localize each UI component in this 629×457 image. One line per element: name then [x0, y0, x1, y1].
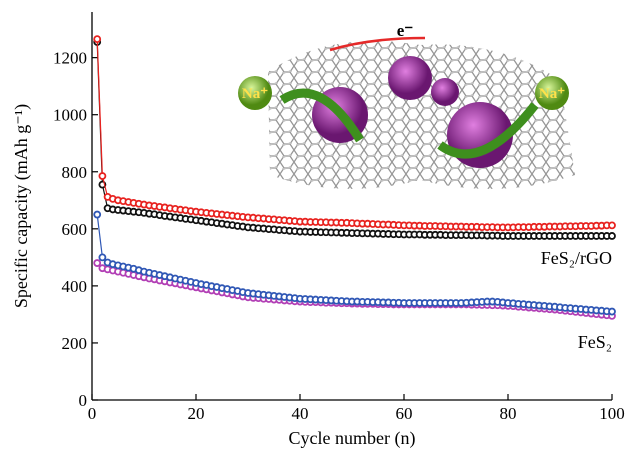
- data-point: [608, 307, 616, 316]
- x-tick-label: 0: [88, 404, 97, 423]
- data-point: [98, 253, 107, 262]
- annotation: FeS₂/rGO: [541, 248, 612, 268]
- y-tick-label: 200: [62, 334, 88, 353]
- y-tick-label: 600: [62, 220, 88, 239]
- annotation: FeS₂: [578, 332, 612, 352]
- x-tick-label: 20: [188, 404, 205, 423]
- y-tick-label: 1200: [53, 49, 87, 68]
- data-point: [608, 232, 616, 240]
- x-tick-label: 100: [599, 404, 625, 423]
- x-axis-label: Cycle number (n): [289, 428, 416, 449]
- inset-illustration: [238, 36, 575, 189]
- y-tick-label: 400: [62, 277, 88, 296]
- y-axis-label: Specific capacity (mAh g⁻¹): [11, 104, 32, 308]
- y-tick-label: 1000: [53, 106, 87, 125]
- data-point: [93, 210, 102, 219]
- x-tick-label: 60: [396, 404, 413, 423]
- data-point: [98, 172, 107, 180]
- x-tick-label: 40: [292, 404, 309, 423]
- data-point: [608, 221, 616, 230]
- y-tick-label: 0: [79, 391, 88, 410]
- x-tick-label: 80: [500, 404, 517, 423]
- annotation: Na⁺: [539, 86, 565, 102]
- data-point: [93, 259, 102, 267]
- y-tick-label: 800: [62, 163, 88, 182]
- data-point: [93, 35, 102, 44]
- annotation: e⁻: [397, 21, 414, 40]
- annotation: Na⁺: [242, 86, 268, 102]
